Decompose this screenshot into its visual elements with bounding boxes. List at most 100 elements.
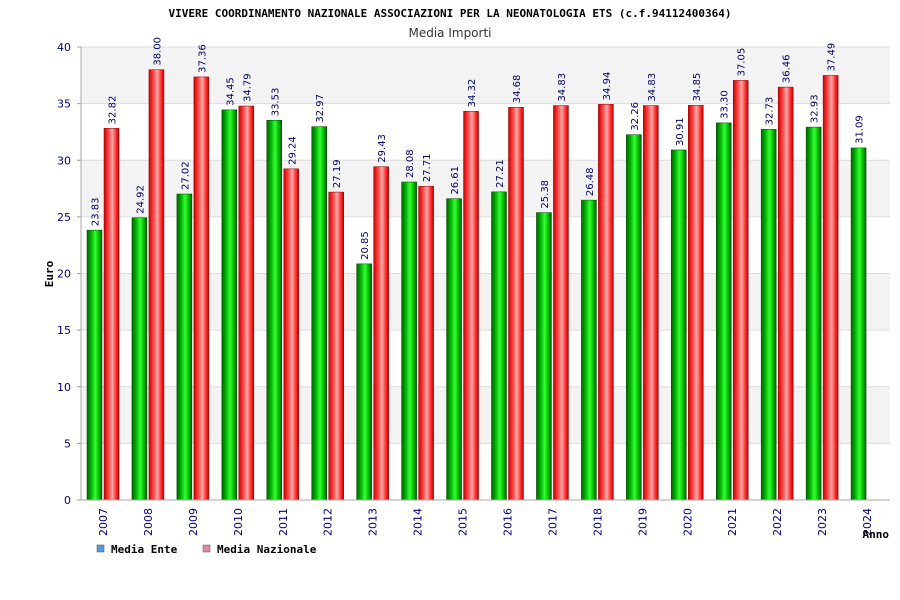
- data-label: 34.68: [512, 75, 523, 104]
- data-label: 27.71: [422, 154, 433, 183]
- legend: Media Ente Media Nazionale: [96, 543, 317, 556]
- data-label: 33.30: [720, 90, 731, 119]
- bar-media-nazionale: [822, 75, 839, 501]
- y-tick-label: 40: [57, 41, 71, 54]
- y-tick-label: 25: [57, 211, 71, 224]
- grid: [81, 46, 890, 501]
- x-axis-label: Anno: [863, 528, 890, 541]
- data-label: 29.24: [287, 136, 298, 165]
- x-tick-label: 2015: [457, 508, 470, 536]
- legend-swatch: [202, 544, 211, 553]
- grid-band: [81, 216, 890, 274]
- y-tick-label: 0: [64, 494, 71, 507]
- data-label: 30.91: [675, 117, 686, 146]
- x-tick-label: 2023: [816, 508, 829, 536]
- bar-media-nazionale: [193, 76, 210, 501]
- data-label: 34.45: [225, 77, 236, 106]
- bar-media-nazionale: [418, 185, 434, 501]
- bar-media-ente: [311, 126, 327, 501]
- bar-media-ente: [176, 193, 193, 501]
- legend-label: Media Ente: [111, 543, 178, 556]
- data-label: 28.08: [405, 149, 416, 178]
- data-label: 34.85: [692, 73, 703, 102]
- y-tick-label: 20: [57, 268, 71, 281]
- bar-media-nazionale: [148, 69, 165, 501]
- x-tick-label: 2008: [142, 508, 155, 536]
- grid-band: [81, 386, 890, 444]
- x-tick-label: 2019: [636, 508, 649, 536]
- bar-media-ente: [446, 198, 462, 501]
- x-tick-label: 2009: [187, 508, 200, 536]
- axes: 0 5 10 15 20 25 30 35 40 2007 2008 2009 2010 2011 2012…: [57, 41, 890, 536]
- data-labels: 23.83 32.82 24.92 38.00 27.02 37.36 34.45 34.79…: [91, 37, 866, 260]
- x-tick-label: 2020: [681, 508, 694, 536]
- grid-band: [81, 330, 890, 387]
- legend-label: Media Nazionale: [217, 543, 317, 556]
- y-tick-label: 10: [57, 381, 71, 394]
- data-label: 27.02: [180, 161, 191, 190]
- x-tick-label: 2022: [771, 508, 784, 536]
- chart-subtitle: Media Importi: [408, 26, 491, 40]
- grid-band: [81, 443, 890, 500]
- bar-media-nazionale: [103, 128, 120, 501]
- bar-media-ente: [491, 191, 507, 501]
- x-tick-label: 2011: [277, 508, 290, 536]
- x-tick-label: 2013: [367, 508, 380, 536]
- bar-media-nazionale: [463, 111, 479, 501]
- y-tick-label: 15: [57, 324, 71, 337]
- chart-title: VIVERE COORDINAMENTO NAZIONALE ASSOCIAZI…: [169, 7, 732, 20]
- data-label: 32.73: [765, 97, 776, 126]
- bar-media-ente: [805, 126, 822, 501]
- bar-media-ente: [760, 129, 777, 501]
- data-label: 37.05: [737, 48, 748, 77]
- data-label: 34.83: [557, 73, 568, 102]
- bar-media-nazionale: [732, 80, 749, 501]
- data-label: 34.83: [647, 73, 658, 102]
- bar-media-ente: [536, 212, 552, 501]
- grid-band: [81, 160, 890, 217]
- legend-swatch: [96, 544, 105, 553]
- bar-media-ente: [671, 149, 687, 501]
- y-tick-label: 35: [57, 98, 71, 111]
- x-tick-label: 2016: [502, 508, 515, 536]
- data-label: 32.26: [630, 102, 641, 131]
- data-label: 27.19: [332, 159, 343, 188]
- data-label: 36.46: [782, 54, 793, 83]
- data-label: 25.38: [540, 180, 551, 209]
- x-tick-label: 2007: [97, 508, 110, 536]
- y-tick-label: 30: [57, 154, 71, 167]
- bar-media-nazionale: [688, 105, 704, 501]
- data-label: 32.82: [108, 96, 119, 125]
- bar-media-nazionale: [328, 191, 344, 501]
- bar-media-nazionale: [283, 168, 300, 501]
- x-tick-label: 2018: [591, 508, 604, 536]
- bar-media-nazionale: [598, 104, 614, 501]
- data-label: 32.93: [810, 94, 821, 123]
- bar-media-nazionale: [553, 105, 569, 501]
- data-label: 27.21: [495, 159, 506, 188]
- x-tick-label: 2010: [232, 508, 245, 536]
- data-label: 38.00: [152, 37, 163, 66]
- bar-media-ente: [581, 199, 597, 501]
- data-label: 34.32: [467, 79, 478, 108]
- bar-media-ente: [356, 263, 372, 501]
- bar-media-ente: [131, 217, 148, 501]
- bar-media-ente: [221, 109, 238, 501]
- x-tick-label: 2014: [412, 508, 425, 536]
- bar-media-nazionale: [777, 86, 794, 501]
- data-label: 37.49: [827, 43, 838, 72]
- x-tick-label: 2021: [726, 508, 739, 536]
- bar-media-ente: [86, 229, 103, 501]
- x-tick-label: 2017: [546, 508, 559, 536]
- data-label: 34.79: [242, 73, 253, 102]
- grid-band: [81, 273, 890, 331]
- bar-media-nazionale: [373, 166, 389, 501]
- data-label: 33.53: [270, 88, 281, 117]
- bar-media-nazionale: [238, 105, 255, 501]
- data-label: 26.61: [450, 166, 461, 195]
- bar-media-nazionale: [643, 105, 659, 501]
- data-label: 20.85: [360, 231, 371, 260]
- x-tick-label: 2024: [861, 508, 874, 536]
- data-label: 37.36: [197, 44, 208, 73]
